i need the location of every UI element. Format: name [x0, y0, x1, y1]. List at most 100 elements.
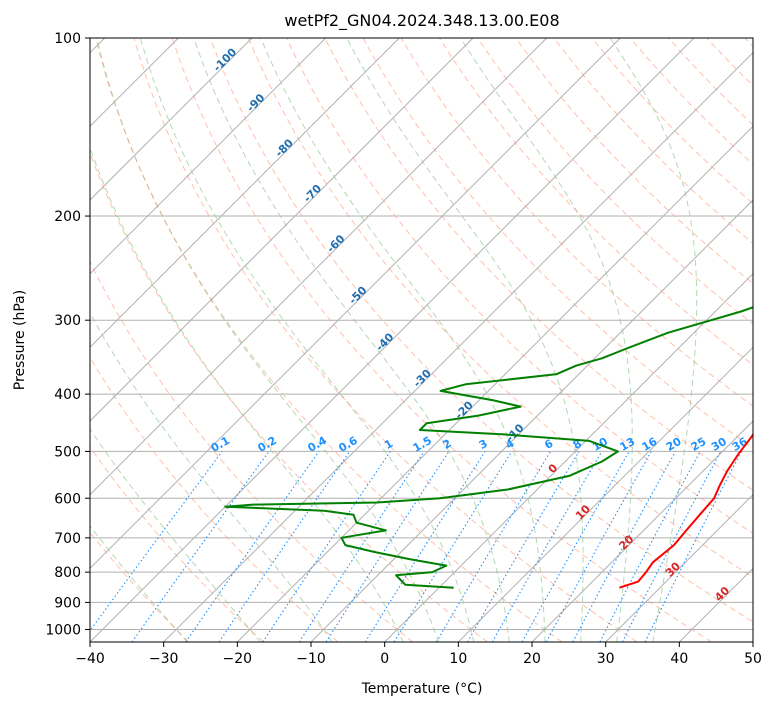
y-tick-label: 500 [54, 444, 81, 460]
dry-adiabat [286, 38, 753, 535]
dry-adiabat [553, 38, 753, 245]
moist-adiabat [96, 38, 439, 642]
x-axis-title: Temperature (°C) [361, 681, 483, 697]
x-axis: −40 −30 −20 −10 0 10 20 30 40 50 [75, 642, 762, 667]
isotherm-label: -100 [211, 45, 240, 74]
mixing-ratio-label: 3 [477, 437, 490, 452]
isotherm [163, 51, 753, 642]
isotherm-label: -90 [244, 91, 267, 114]
dry-adiabat [744, 38, 753, 48]
dry-adiabat [90, 445, 264, 642]
isotherm [384, 272, 753, 642]
dry-adiabat [668, 38, 753, 126]
isotherm-label: 40 [712, 584, 732, 604]
x-tick-label: 0 [380, 651, 389, 667]
isotherm-label: 20 [616, 532, 636, 552]
mixing-ratio-line [90, 451, 223, 632]
dry-adiabats [90, 38, 753, 642]
moist-adiabat [609, 38, 698, 642]
mixing-ratio-line [298, 451, 425, 642]
y-tick-label: 800 [54, 565, 81, 581]
dry-adiabat [90, 151, 488, 642]
isobar-grid [90, 38, 753, 630]
isotherm [752, 641, 753, 642]
dry-adiabat [324, 38, 753, 491]
moist-adiabat [139, 38, 475, 642]
dry-adiabat [90, 531, 190, 642]
isotherm [678, 567, 753, 642]
dry-adiabat [515, 38, 753, 285]
dry-adiabat [248, 38, 753, 578]
moist-adiabat [193, 38, 510, 642]
isotherm [90, 38, 327, 275]
y-tick-label: 300 [54, 313, 81, 329]
isotherm-label: 30 [663, 559, 683, 579]
isotherms [90, 38, 753, 642]
temperature-profile [619, 432, 753, 589]
mixing-ratio-line [435, 451, 552, 642]
y-tick-label: 200 [54, 209, 81, 225]
dry-adiabat [706, 38, 753, 87]
dry-adiabat [133, 38, 638, 642]
plot-area: 0.1 0.2 0.4 0.6 1 1.5 2 3 4 6 8 10 13 16 20 25 30 36-100-… [90, 38, 753, 642]
mixing-ratio-lines [90, 451, 742, 642]
iso-labels: 0.1 0.2 0.4 0.6 1 1.5 2 3 4 6 8 10 13 16 20 25 30 36-100-… [209, 45, 750, 604]
dry-adiabat [209, 38, 753, 623]
isotherm [90, 38, 474, 422]
chart-title: wetPf2_GN04.2024.348.13.00.E08 [284, 11, 559, 31]
mixing-ratio-line [644, 451, 742, 642]
moist-adiabat [460, 38, 633, 642]
y-tick-label: 1000 [45, 622, 81, 638]
y-axis-title: Pressure (hPa) [12, 290, 28, 390]
x-tick-label: −10 [296, 651, 326, 667]
isotherm [90, 38, 548, 496]
isotherm [90, 38, 695, 642]
moist-adiabat [90, 525, 188, 642]
y-tick-label: 100 [54, 31, 81, 47]
y-tick-label: 900 [54, 595, 81, 611]
dry-adiabat [90, 356, 339, 642]
x-tick-label: 10 [449, 651, 467, 667]
moist-adiabat [260, 38, 546, 642]
isotherm [605, 493, 753, 642]
plot-frame [89, 37, 754, 643]
mixing-ratio-line [131, 451, 270, 642]
mixing-ratio-line [521, 451, 630, 642]
mixing-ratio-line [393, 451, 513, 642]
x-tick-label: −30 [149, 651, 179, 667]
profiles [224, 306, 753, 589]
mixing-ratio-line [545, 451, 652, 642]
moist-adiabat [90, 428, 261, 642]
moist-adiabat [90, 146, 404, 642]
y-tick-label: 600 [54, 491, 81, 507]
mixing-ratio-line [572, 451, 676, 642]
isotherm-label: -50 [346, 284, 369, 307]
isotherm [310, 199, 753, 642]
moist-adiabats [90, 38, 698, 642]
x-tick-label: −20 [223, 651, 253, 667]
mixing-ratio-line [599, 451, 701, 642]
isotherm [90, 38, 253, 201]
dry-adiabat [95, 38, 563, 642]
x-tick-label: 50 [744, 651, 762, 667]
x-tick-label: 30 [597, 651, 615, 667]
mixing-ratio-line [325, 451, 450, 642]
dry-adiabat [171, 38, 712, 642]
mixing-ratio-line [364, 451, 486, 642]
mixing-ratio-line [262, 451, 391, 642]
isotherm [90, 38, 400, 349]
mixing-ratio-line [218, 451, 351, 642]
dewpoint-profile [224, 306, 753, 589]
y-tick-label: 700 [54, 531, 81, 547]
isotherm-label: -30 [411, 367, 434, 390]
x-tick-label: −40 [75, 651, 105, 667]
x-tick-label: 40 [670, 651, 688, 667]
isotherm [90, 38, 621, 570]
x-tick-label: 20 [523, 651, 541, 667]
dry-adiabat [90, 260, 414, 642]
isotherm [457, 346, 753, 642]
mixing-ratio-label: 2 [441, 437, 454, 452]
mixing-ratio-line [185, 451, 320, 642]
isotherm [236, 125, 753, 642]
